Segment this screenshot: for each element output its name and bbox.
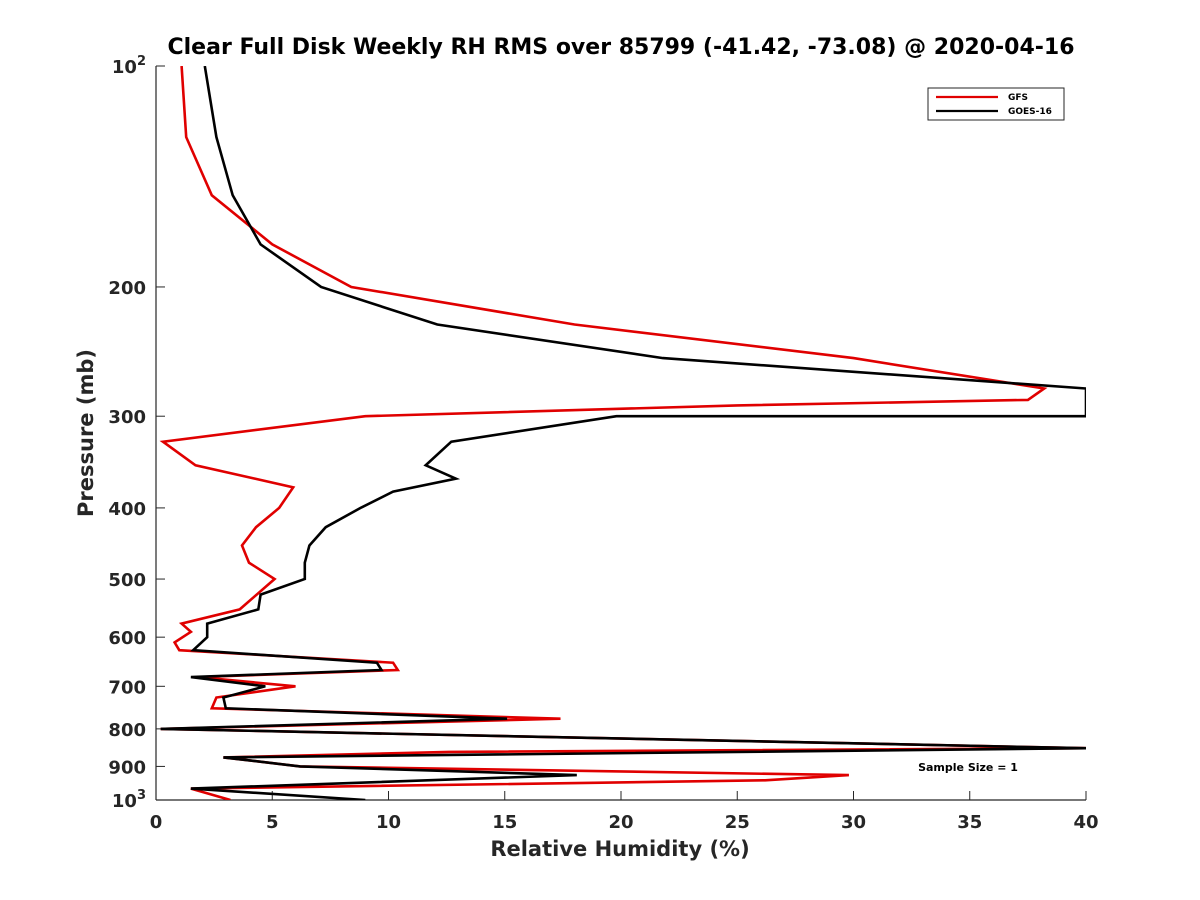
y-axis-label: Pressure (mb) xyxy=(74,349,98,517)
y-tick-label: 600 xyxy=(108,628,146,649)
plot-area xyxy=(155,66,1086,801)
y-tick-label: 800 xyxy=(108,720,146,741)
series-line-gfs xyxy=(159,66,1086,800)
x-tick-label: 20 xyxy=(608,812,633,833)
y-tick-label: 200 xyxy=(108,278,146,299)
sample-size-annotation: Sample Size = 1 xyxy=(918,761,1018,774)
x-tick-label: 0 xyxy=(150,812,163,833)
x-tick-label: 35 xyxy=(957,812,982,833)
x-tick-label: 15 xyxy=(492,812,517,833)
plot-background xyxy=(156,66,1086,800)
x-tick-label: 40 xyxy=(1073,812,1098,833)
x-tick-label: 10 xyxy=(376,812,401,833)
y-axis-ticks: 102 200 300 400 500 600 700 800 900 103 xyxy=(108,54,165,812)
y-tick-label: 103 xyxy=(112,788,146,812)
chart-title: Clear Full Disk Weekly RH RMS over 85799… xyxy=(167,35,1074,60)
x-tick-label: 30 xyxy=(841,812,866,833)
y-tick-label: 102 xyxy=(112,54,146,78)
x-axis-label: Relative Humidity (%) xyxy=(490,837,749,861)
y-tick-label: 500 xyxy=(108,570,146,591)
y-tick-label: 300 xyxy=(108,407,146,428)
x-axis-ticks: 0 5 10 15 20 25 30 35 40 xyxy=(150,791,1099,833)
legend: GFS GOES-16 xyxy=(927,87,1065,121)
y-tick-label: 400 xyxy=(108,499,146,520)
y-tick-label: 700 xyxy=(108,677,146,698)
series-line-goes-16 xyxy=(160,66,1086,800)
series-lines xyxy=(159,66,1086,800)
legend-label: GFS xyxy=(1008,93,1028,103)
y-tick-label: 900 xyxy=(108,757,146,778)
x-tick-label: 5 xyxy=(266,812,279,833)
legend-box xyxy=(927,87,1065,121)
x-tick-label: 25 xyxy=(725,812,750,833)
legend-label: GOES-16 xyxy=(1008,107,1052,117)
